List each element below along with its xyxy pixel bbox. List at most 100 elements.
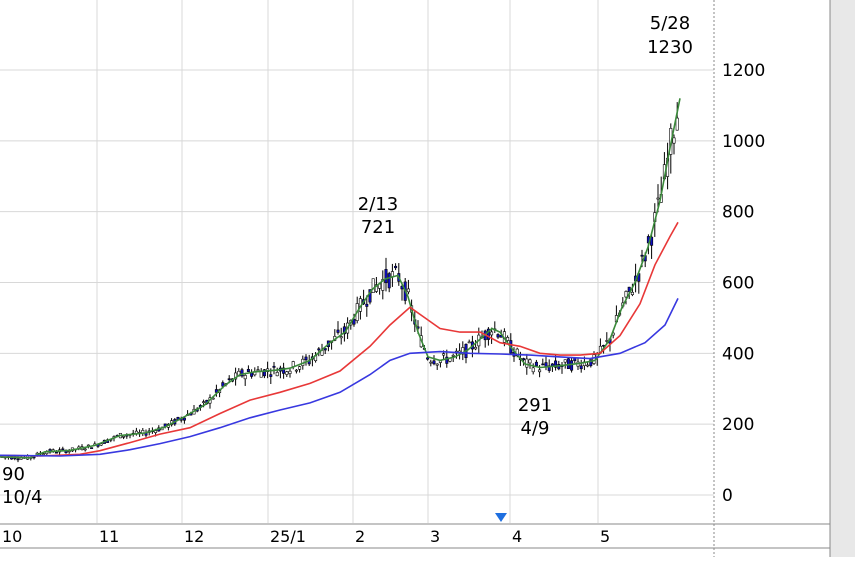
candle-body: [16, 458, 20, 461]
candle-body: [122, 435, 126, 438]
candle-body: [256, 369, 260, 371]
x-tick-label: 2: [355, 527, 365, 546]
y-tick-label: 0: [722, 486, 733, 506]
candle-body: [368, 289, 372, 303]
candle-body: [227, 378, 231, 381]
x-tick-label: 4: [512, 527, 522, 546]
candle-body: [586, 364, 590, 367]
y-tick-label: 1000: [722, 132, 765, 152]
candle-body: [90, 447, 94, 449]
candle-body: [534, 361, 538, 367]
x-tick-label: 12: [184, 527, 204, 546]
candle-body: [566, 358, 570, 370]
candle-body: [474, 346, 478, 350]
candle-body: [365, 303, 369, 307]
candle-body: [675, 117, 679, 131]
candle-body: [288, 370, 292, 374]
candle-body: [298, 366, 302, 370]
candle-body: [269, 374, 273, 377]
y-tick-label: 400: [722, 344, 754, 364]
candle-body: [304, 356, 308, 361]
candle-body: [451, 354, 455, 357]
candle-body: [202, 401, 206, 403]
candle-body: [592, 354, 596, 364]
candle-body: [61, 448, 65, 451]
y-tick-label: 800: [722, 203, 754, 223]
candle-body: [317, 348, 321, 351]
candle-body: [154, 430, 158, 433]
x-tick-label: 10: [2, 527, 22, 546]
candle-body: [426, 357, 430, 360]
candle-body: [352, 318, 356, 325]
candle-body: [374, 284, 378, 292]
moving-averages: [0, 98, 681, 459]
axes: 10 11 12 25/1 2 3 4 5 0 200 400 600 800 1000 1200: [0, 0, 831, 557]
candle-body: [387, 273, 391, 289]
candle-body: [589, 359, 593, 367]
candle-body: [336, 329, 340, 333]
candle-body: [182, 417, 186, 421]
candle-body: [243, 375, 247, 380]
candle-body: [486, 328, 490, 340]
annotation-line2: 1230: [647, 37, 693, 58]
y-tick-label: 600: [722, 274, 754, 294]
candle-body: [506, 337, 510, 341]
candle-body: [672, 137, 676, 144]
candle-body: [406, 288, 410, 293]
candle-body: [294, 369, 298, 372]
moving-average-line: [0, 221, 679, 457]
candle-body: [538, 369, 542, 373]
candle-body: [435, 363, 439, 366]
candle-body: [384, 269, 388, 284]
candle-body: [541, 363, 545, 366]
annotation-line1: 5/28: [650, 13, 690, 34]
candle-body: [221, 382, 225, 387]
candle-body: [246, 369, 250, 372]
candle-body: [467, 341, 471, 344]
candle-body: [496, 334, 500, 338]
candle-body: [275, 372, 279, 377]
candle-body: [214, 389, 218, 393]
candle-body: [285, 371, 289, 375]
moving-average-line: [0, 298, 679, 457]
candle-body: [627, 286, 631, 292]
y-tick-label: 200: [722, 415, 754, 435]
candle-body: [573, 357, 577, 361]
x-tick-label: 11: [99, 527, 119, 546]
candle-body: [432, 360, 436, 365]
candle-body: [339, 336, 343, 339]
candle-body: [371, 278, 375, 293]
candle-body: [490, 331, 494, 336]
candle-body: [522, 358, 526, 361]
moving-average-line: [0, 98, 681, 459]
x-tick-label: 5: [600, 527, 610, 546]
candle-body: [381, 279, 385, 291]
candle-body: [323, 348, 327, 351]
candle-body: [83, 448, 87, 451]
candle-body: [640, 254, 644, 257]
annotation-line1: 90: [2, 464, 25, 485]
right-gutter: [830, 0, 855, 557]
candle-body: [656, 197, 660, 200]
candle-body: [442, 353, 446, 356]
x-tick-label: 25/1: [270, 527, 306, 546]
candle-body: [42, 453, 46, 455]
triangle-marker: [495, 513, 507, 522]
candle-body: [282, 367, 286, 374]
candle-body: [547, 365, 551, 371]
candle-body: [528, 359, 532, 364]
candle-body: [624, 291, 628, 298]
candle-body: [54, 451, 58, 454]
candle-body: [579, 365, 583, 370]
x-tick-label: 3: [430, 527, 440, 546]
candle-body: [563, 359, 567, 363]
annotation-line2: 10/4: [2, 487, 42, 508]
candle-body: [554, 360, 558, 368]
candle-body: [445, 356, 449, 364]
y-tick-label: 1200: [722, 61, 765, 81]
candle-body: [272, 365, 276, 368]
annotation-line2: 721: [361, 217, 395, 238]
